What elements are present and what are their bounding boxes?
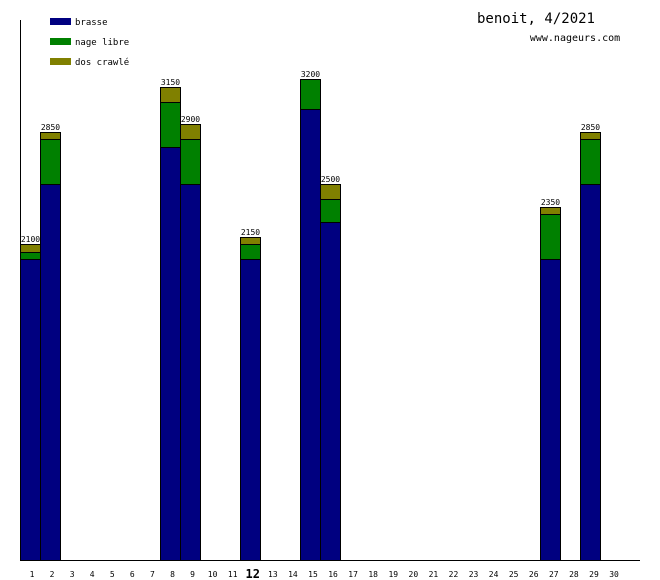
bars: 2100 2850 3150 2900 2150 3200 2500 2350 2850 (20, 70, 601, 561)
bar-segment-8-2 (160, 87, 181, 103)
legend-swatch-1 (50, 38, 71, 45)
x-tick-21: 21 (429, 570, 439, 579)
x-tick-25: 25 (509, 570, 519, 579)
bar-segment-16-2 (320, 184, 341, 200)
x-tick-15: 15 (308, 570, 318, 579)
x-tick-12: 12 (246, 567, 260, 580)
total-label-15: 3200 (301, 70, 320, 79)
x-tick-14: 14 (288, 570, 298, 579)
bar-segment-8-1 (160, 102, 181, 148)
legend-swatch-0 (50, 18, 71, 25)
bar-segment-9-0 (180, 184, 201, 561)
x-tick-10: 10 (208, 570, 218, 579)
chart-subtitle: www.nageurs.com (530, 33, 620, 44)
x-tick-labels: 1 2 3 4 5 6 7 8 9 10 11 12 13 14 15 16 17 18 19 20 21 22 23 24 2… (30, 567, 619, 580)
bar-segment-15-0 (300, 109, 321, 561)
bar-segment-29-0 (580, 184, 601, 561)
x-tick-9: 9 (190, 570, 195, 579)
x-tick-11: 11 (228, 570, 238, 579)
x-tick-27: 27 (549, 570, 559, 579)
bar-segment-27-1 (540, 214, 561, 260)
x-tick-5: 5 (110, 570, 115, 579)
legend-swatch-2 (50, 58, 71, 65)
bar-segment-2-1 (40, 139, 61, 185)
x-tick-30: 30 (609, 570, 619, 579)
x-tick-6: 6 (130, 570, 135, 579)
total-label-12: 2150 (241, 228, 260, 237)
x-tick-17: 17 (348, 570, 358, 579)
bar-segment-29-1 (580, 139, 601, 185)
bar-segment-27-0 (540, 259, 561, 561)
x-tick-26: 26 (529, 570, 539, 579)
bar-segment-12-1 (240, 244, 261, 260)
total-label-27: 2350 (541, 198, 560, 207)
total-label-8: 3150 (161, 78, 180, 87)
total-label-9: 2900 (181, 115, 200, 124)
bar-segment-15-1 (300, 79, 321, 110)
x-tick-4: 4 (90, 570, 95, 579)
x-tick-29: 29 (589, 570, 599, 579)
bar-segment-27-2 (540, 207, 561, 215)
bar-segment-1-1 (20, 252, 41, 260)
x-tick-24: 24 (489, 570, 499, 579)
legend-label-2: dos crawlé (75, 57, 129, 68)
x-tick-16: 16 (328, 570, 338, 579)
x-tick-2: 2 (50, 570, 55, 579)
x-tick-19: 19 (388, 570, 398, 579)
x-tick-18: 18 (368, 570, 378, 579)
total-label-2: 2850 (41, 123, 60, 132)
x-tick-1: 1 (30, 570, 35, 579)
bar-segment-2-2 (40, 132, 61, 140)
total-label-1: 2100 (21, 235, 40, 244)
legend: brasse nage libre dos crawlé (50, 18, 129, 68)
bar-segment-8-0 (160, 147, 181, 561)
bar-segment-12-2 (240, 237, 261, 245)
chart-title: benoit, 4/2021 (477, 11, 595, 27)
x-tick-7: 7 (150, 570, 155, 579)
x-tick-8: 8 (170, 570, 175, 579)
bar-segment-12-0 (240, 259, 261, 561)
total-label-29: 2850 (581, 123, 600, 132)
bar-segment-9-1 (180, 139, 201, 185)
x-tick-3: 3 (70, 570, 75, 579)
x-tick-28: 28 (569, 570, 579, 579)
legend-label-1: nage libre (75, 38, 129, 48)
bar-segment-1-2 (20, 244, 41, 253)
bar-segment-1-0 (20, 259, 41, 561)
bar-segment-2-0 (40, 184, 61, 561)
x-tick-23: 23 (469, 570, 479, 579)
legend-label-0: brasse (75, 18, 108, 28)
x-tick-22: 22 (449, 570, 459, 579)
x-tick-20: 20 (409, 570, 419, 579)
x-tick-13: 13 (268, 570, 278, 579)
total-label-16: 2500 (321, 175, 340, 184)
bar-segment-29-2 (580, 132, 601, 140)
bar-segment-9-2 (180, 124, 201, 140)
bar-segment-16-0 (320, 222, 341, 561)
bar-segment-16-1 (320, 199, 341, 223)
